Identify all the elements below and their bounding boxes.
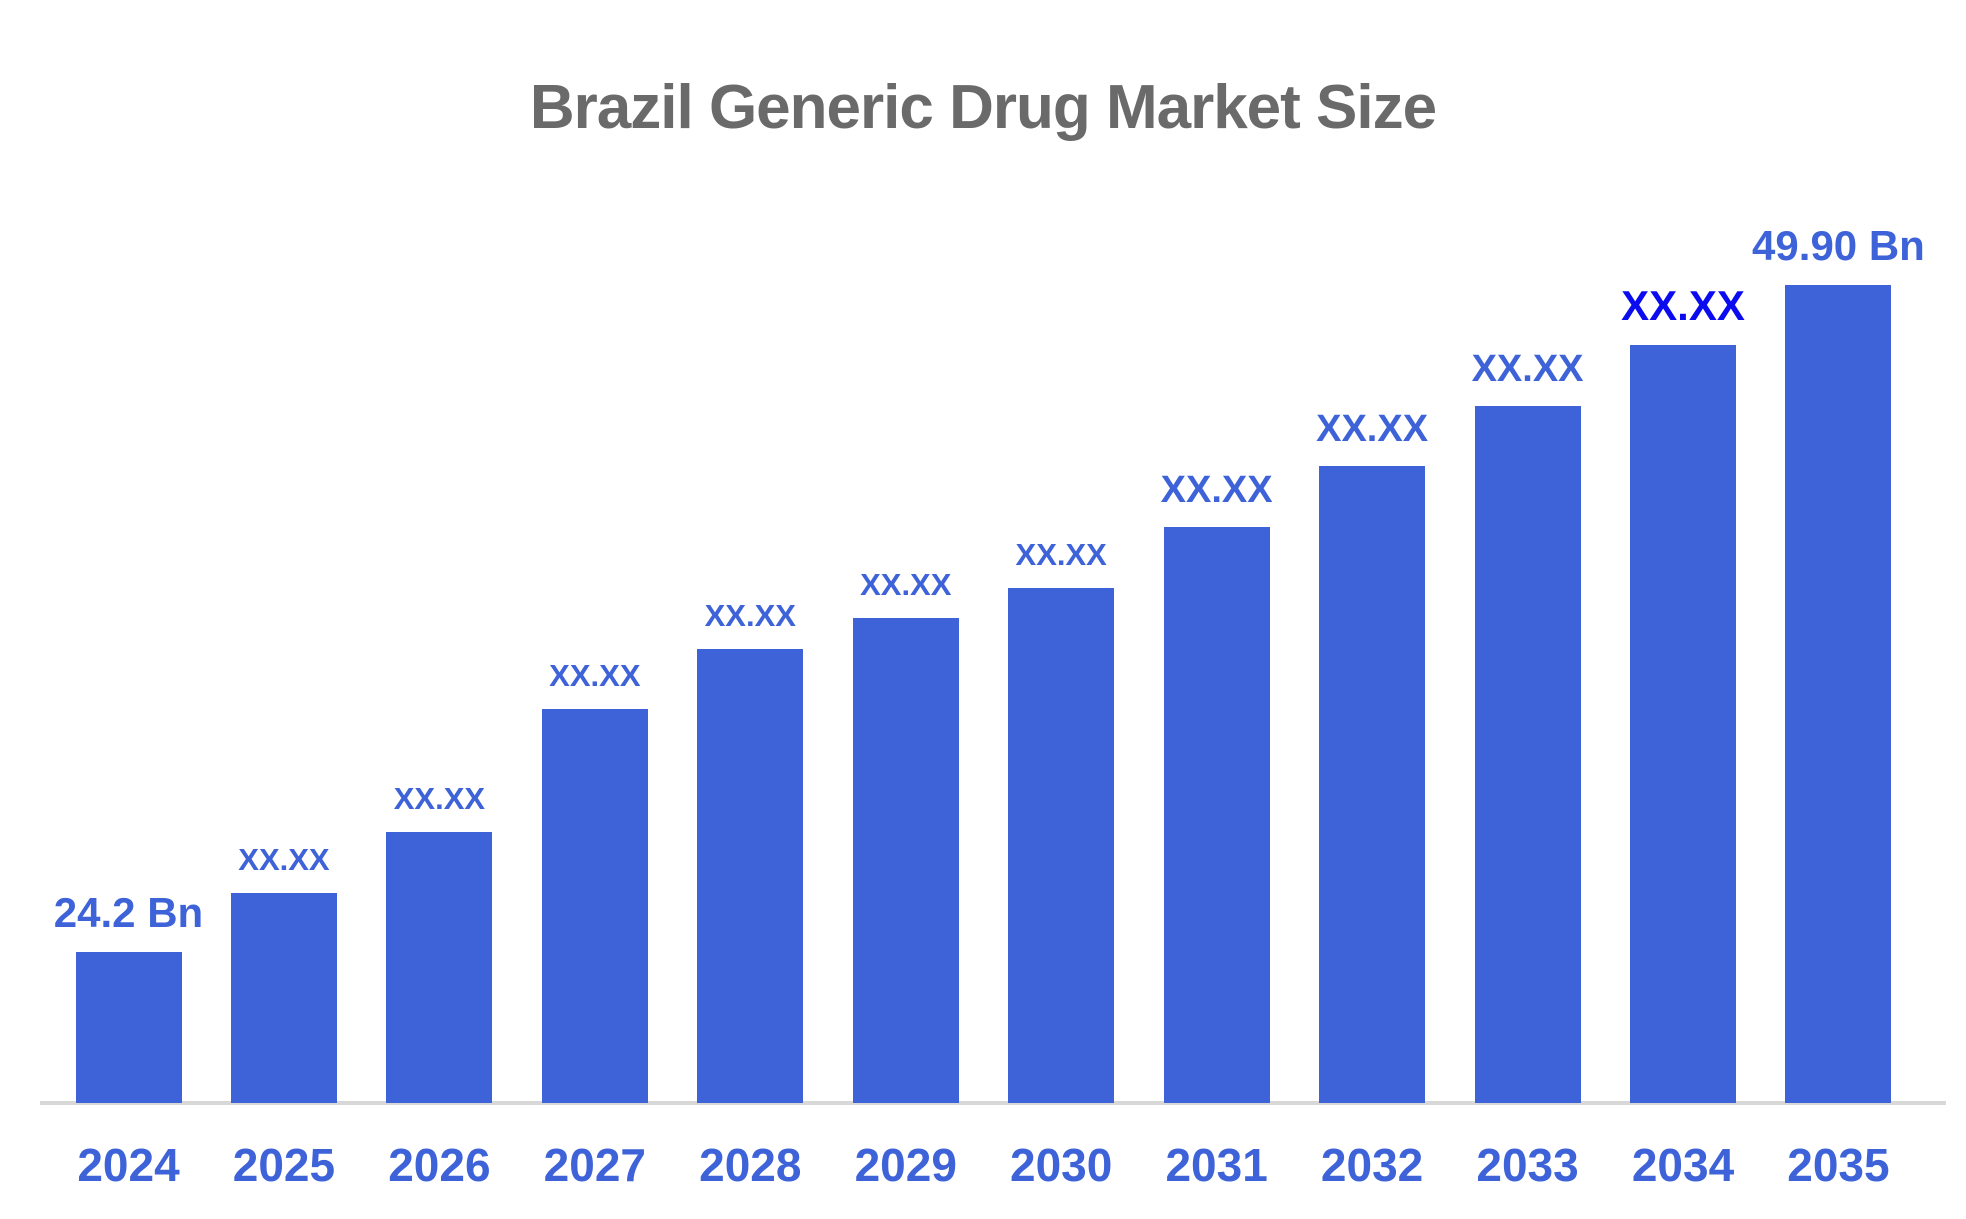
x-axis-tick-label-2031: 2031	[1165, 1139, 1268, 1191]
bar-value-label-2033: XX.XX	[1471, 348, 1584, 390]
x-axis-tick-label-2033: 2033	[1476, 1139, 1579, 1191]
bar-group-2030: XX.XX 2030	[983, 0, 1139, 1219]
bar-group-2027: XX.XX 2027	[517, 0, 673, 1219]
chart-title: Brazil Generic Drug Market Size	[529, 73, 1437, 142]
x-axis-tick-label-2029: 2029	[854, 1139, 957, 1191]
x-axis-tick-label-2026: 2026	[388, 1139, 491, 1191]
x-axis-tick-label-2027: 2027	[543, 1139, 647, 1191]
bar-group-2029: XX.XX 2029	[828, 0, 984, 1219]
bar-2035	[1785, 285, 1892, 1103]
bar-group-2035: 49.90 Bn 2035	[1752, 0, 1925, 1219]
bar-group-2026: XX.XX 2026	[361, 0, 517, 1219]
bar-group-2031: XX.XX 2031	[1139, 0, 1295, 1219]
x-axis-tick-label-2035: 2035	[1787, 1139, 1890, 1191]
bar-group-2028: XX.XX 2028	[672, 0, 828, 1219]
bar-2028	[697, 649, 804, 1103]
x-axis-tick-label-2025: 2025	[232, 1139, 336, 1191]
bar-2032	[1319, 466, 1426, 1103]
bar-2029	[852, 618, 959, 1103]
bar-value-label-2029: XX.XX	[860, 567, 952, 602]
bar-value-label-2025: XX.XX	[238, 842, 330, 877]
bar-value-label-2028: XX.XX	[704, 598, 796, 633]
bar-2025	[230, 893, 337, 1103]
x-axis-tick-label-2034: 2034	[1631, 1139, 1735, 1191]
bar-2034	[1630, 345, 1736, 1103]
bar-group-2032: XX.XX 2032	[1294, 0, 1450, 1219]
bar-2027	[541, 709, 648, 1103]
x-axis-tick-label-2030: 2030	[1010, 1139, 1113, 1191]
bar-value-label-2034: XX.XX	[1621, 282, 1745, 329]
x-axis-tick-label-2032: 2032	[1320, 1139, 1424, 1191]
bar-value-label-2032: XX.XX	[1316, 408, 1429, 450]
bar-2030	[1008, 588, 1115, 1103]
bar-2031	[1163, 527, 1270, 1103]
bar-value-label-2024: 24.2 Bn	[53, 889, 204, 936]
bar-value-label-2030: XX.XX	[1015, 537, 1107, 572]
bar-group-2024: 24.2 Bn 2024	[51, 0, 207, 1219]
bar-group-2025: XX.XX 2025	[206, 0, 362, 1219]
bar-2024	[75, 952, 182, 1103]
bar-2026	[386, 832, 493, 1103]
x-axis-tick-label-2024: 2024	[77, 1139, 180, 1191]
bar-2033	[1474, 406, 1581, 1103]
bar-value-label-2027: XX.XX	[549, 658, 641, 693]
x-axis-line	[40, 1101, 1946, 1105]
bar-value-label-2026: XX.XX	[393, 781, 486, 816]
bar-group-2034: XX.XX 2034	[1605, 0, 1761, 1219]
bar-value-label-2035: 49.90 Bn	[1752, 222, 1925, 269]
x-axis-tick-label-2028: 2028	[699, 1139, 802, 1191]
bar-value-label-2031: XX.XX	[1160, 469, 1273, 511]
bar-group-2033: XX.XX 2033	[1450, 0, 1606, 1219]
